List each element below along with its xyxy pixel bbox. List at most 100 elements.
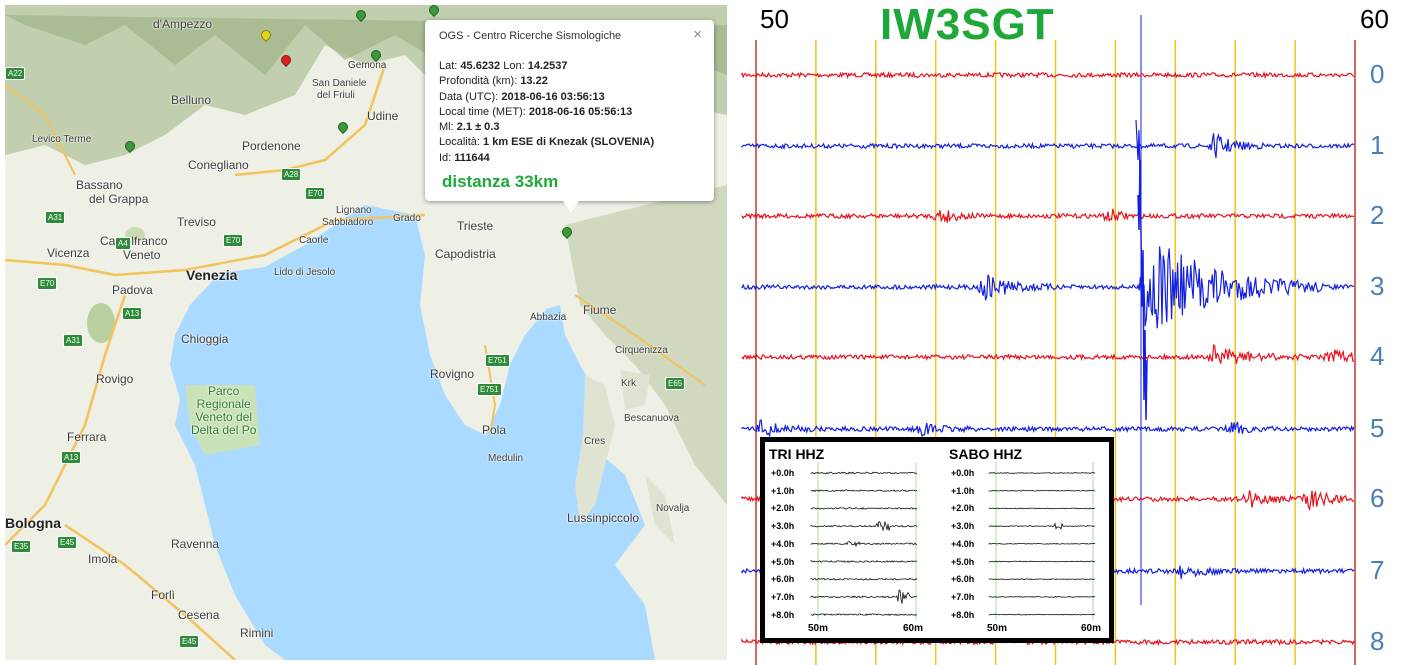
inset-trace-tri: [810, 577, 918, 581]
road-shield: A22: [5, 67, 26, 80]
seismic-trace: [741, 419, 1355, 438]
seismic-trace: [741, 70, 1355, 80]
city-label: del Friuli: [317, 90, 355, 101]
city-label: Sabbiadoro: [322, 217, 374, 228]
city-label: Grado: [393, 213, 421, 224]
inset-hour-label: +3.0h: [771, 521, 795, 532]
popup-line-id: Id: 111644: [439, 151, 490, 164]
road-shield: E70: [305, 187, 326, 200]
inset-trace-tri: [810, 613, 918, 617]
popup-line-location: Località: 1 km ESE di Knezak (SLOVENIA): [439, 136, 655, 149]
inset-trace-tri: [810, 489, 918, 493]
city-label: Fiume: [583, 303, 617, 317]
inset-hour-label: +6.0h: [771, 574, 795, 585]
inset-trace-sabo: [988, 613, 1096, 616]
inset-trace-sabo: [988, 578, 1096, 581]
helicorder-inset: TRI HHZ SABO HHZ +0.0h +0.0h +1.0h +1.0h +2.…: [760, 437, 1114, 643]
seismic-spike: [1137, 159, 1148, 421]
inset-left-title: TRI HHZ: [769, 446, 825, 462]
inset-trace-sabo: [988, 507, 1095, 510]
station-title: IW3SGT: [880, 0, 1055, 49]
city-label: Cres: [584, 436, 606, 447]
road-shield: A13: [61, 451, 82, 464]
popup-line-magnitude: Ml: 2.1 ± 0.3: [439, 121, 500, 134]
city-label: Bescanuova: [624, 413, 680, 424]
popup-line-latlon: Lat: 45.6232 Lon: 14.2537: [439, 60, 568, 72]
channel-label: 2: [1370, 200, 1385, 230]
inset-hour-label: +0.0h: [951, 468, 975, 478]
inset-trace-tri: [810, 507, 918, 510]
city-label: Udine: [367, 109, 399, 123]
close-icon[interactable]: ×: [693, 26, 702, 43]
city-label: Levico Terme: [32, 134, 92, 145]
city-label: Gemona: [348, 60, 387, 71]
city-label: Veneto: [123, 248, 161, 262]
road-shield: E35: [11, 540, 32, 553]
city-label: Ravenna: [171, 537, 220, 551]
city-label: Chioggia: [181, 332, 229, 346]
popup-details: Lat: 45.6232 Lon: 14.2537 Profondità (km…: [439, 59, 654, 166]
city-label: Conegliano: [188, 158, 249, 172]
inset-hour-label: +4.0h: [951, 538, 975, 549]
earthquake-info-popup: OGS - Centro Ricerche Sismologiche × Lat…: [425, 20, 714, 213]
city-label: Vicenza: [47, 246, 90, 260]
channel-label: 4: [1370, 341, 1385, 371]
city-label: d'Ampezzo: [153, 17, 212, 31]
inset-hour-label: +5.0h: [951, 556, 975, 567]
park-label-line: Parco: [208, 384, 240, 398]
inset-left-axis-start: 50m: [808, 623, 829, 634]
city-label: Cesena: [178, 608, 220, 622]
road-shield: A31: [45, 211, 66, 224]
city-label: Pordenone: [242, 139, 301, 153]
inset-trace-sabo: [988, 560, 1096, 563]
inset-trace-sabo: [988, 542, 1096, 545]
inset-trace-tri: [810, 471, 918, 475]
city-label: Ferrara: [67, 430, 107, 444]
city-label: Imola: [88, 552, 118, 566]
inset-hour-label: +5.0h: [771, 556, 795, 567]
distance-label: distanza 33km: [442, 172, 559, 191]
road-shield: E70: [37, 277, 58, 290]
seismic-trace: [741, 246, 1355, 329]
inset-trace-sabo: [988, 596, 1096, 598]
channel-label: 6: [1370, 483, 1385, 513]
seismic-trace: [741, 208, 1355, 223]
road-shield: E751: [477, 383, 502, 396]
inset-trace-tri: [810, 560, 918, 563]
inset-left-axis-end: 60m: [903, 623, 924, 634]
city-label: Treviso: [177, 215, 216, 229]
inset-hour-label: +8.0h: [771, 609, 795, 620]
city-label: Pola: [482, 423, 507, 437]
channel-label: 3: [1370, 271, 1385, 301]
inset-hour-label: +1.0h: [951, 485, 975, 496]
inset-hour-label: +0.0h: [771, 468, 795, 478]
channel-label: 7: [1370, 555, 1385, 585]
inset-trace-tri: [810, 541, 918, 548]
city-label: Castelfranco: [100, 234, 168, 248]
city-label: Forlì: [151, 588, 175, 602]
inset-right-title: SABO HHZ: [949, 446, 1023, 462]
popup-title: OGS - Centro Ricerche Sismologiche: [439, 30, 622, 42]
city-label: Rimini: [240, 626, 274, 640]
channel-label: 0: [1370, 59, 1385, 89]
inset-trace-tri: [810, 589, 918, 604]
city-label: Abbazia: [530, 312, 567, 323]
seismic-spike: [1135, 119, 1141, 181]
park-label-line: Delta del Po: [191, 423, 257, 437]
city-label: Rovigno: [430, 367, 475, 381]
seismic-trace: [741, 343, 1355, 364]
road-shield: A28: [281, 168, 302, 181]
city-label: Rovigo: [96, 372, 134, 386]
popup-line-utc: Data (UTC): 2018-06-16 03:56:13: [439, 90, 605, 103]
city-label: del Grappa: [89, 192, 149, 206]
channel-label: 1: [1370, 130, 1385, 160]
road-shield: E70: [223, 234, 244, 247]
axis-end-label: 60: [1360, 4, 1389, 34]
city-label: Belluno: [171, 93, 212, 107]
road-shield: E45: [179, 635, 200, 648]
city-label: Venezia: [186, 267, 238, 283]
inset-right-axis-start: 50m: [987, 623, 1008, 634]
road-shield: E751: [485, 354, 510, 367]
map-panel[interactable]: d'Ampezzo Gemona San Daniele del Friuli Bell…: [5, 5, 727, 660]
city-label: Novalja: [656, 503, 690, 514]
